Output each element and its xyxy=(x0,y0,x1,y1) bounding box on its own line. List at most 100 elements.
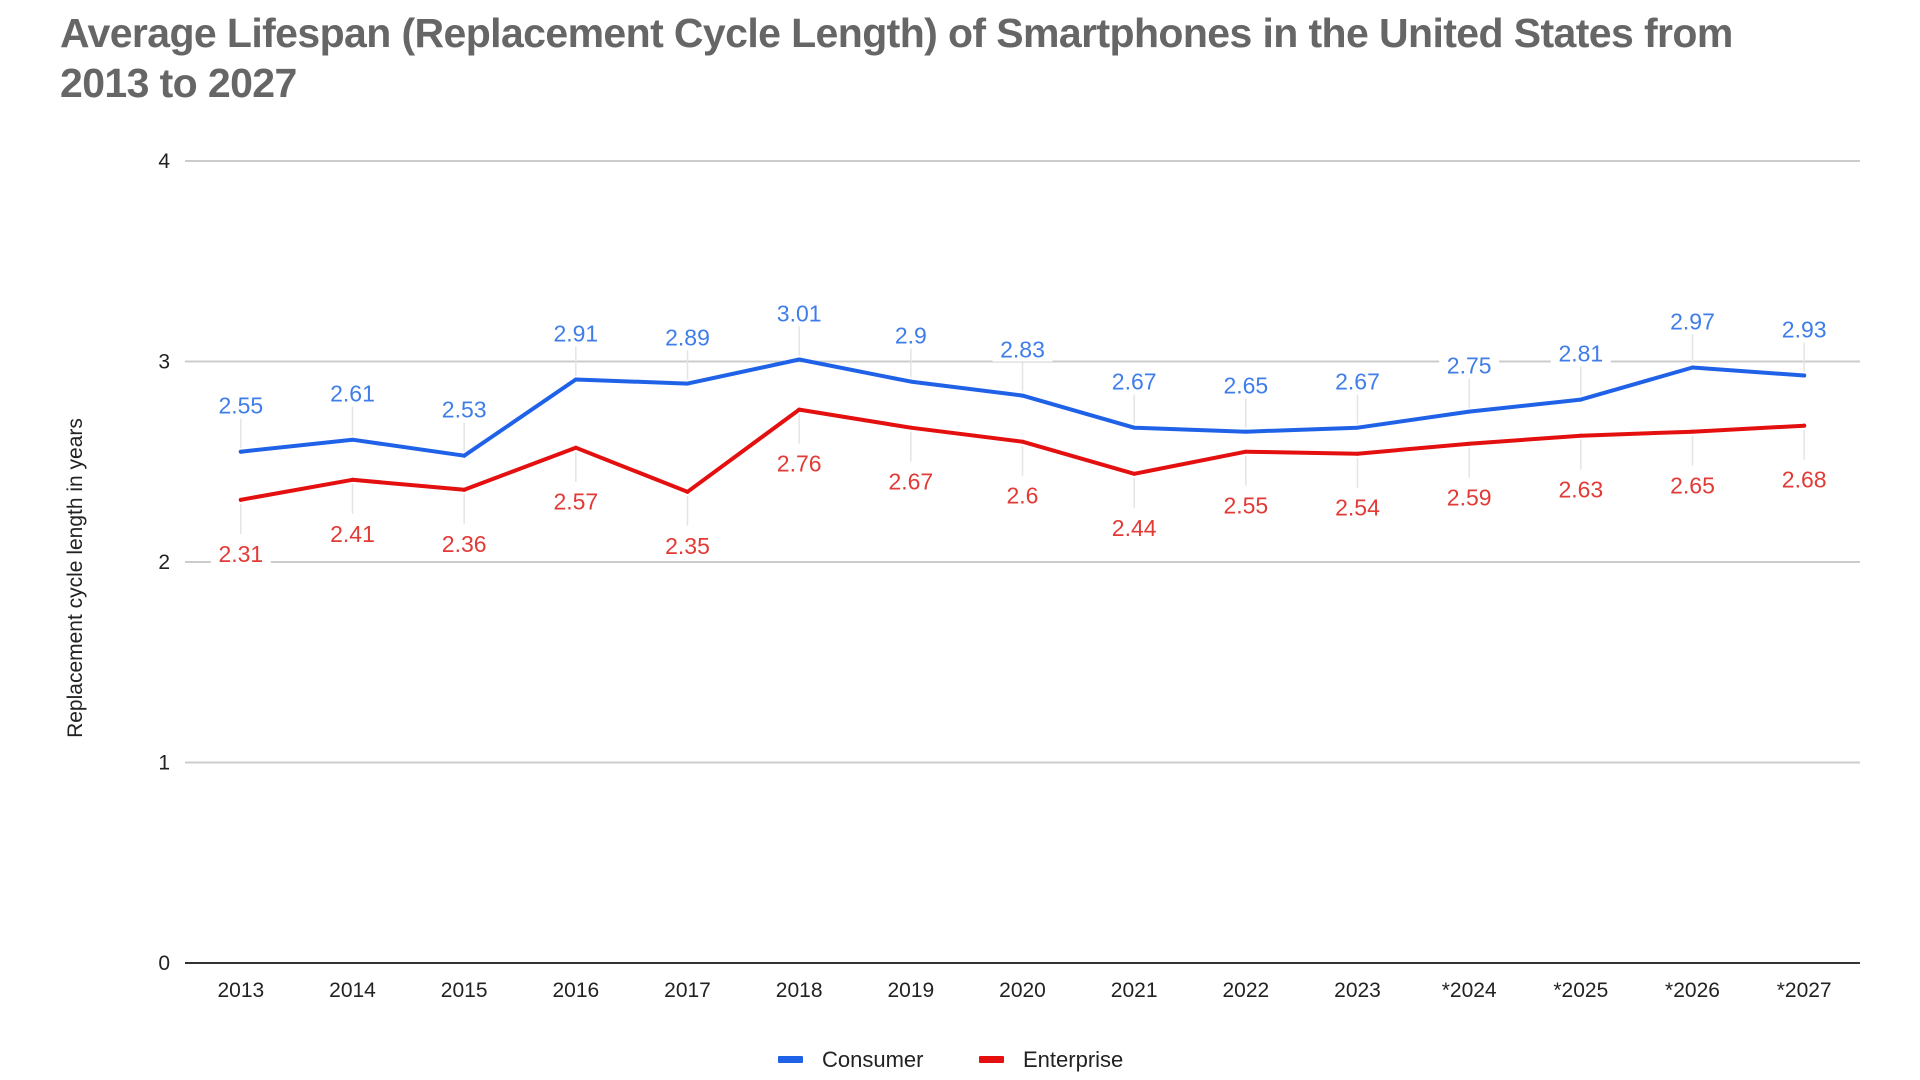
enterprise-data-label: 2.35 xyxy=(665,533,710,559)
x-tick-label: 2020 xyxy=(999,979,1046,1002)
consumer-data-point xyxy=(462,453,467,458)
enterprise-label-bg xyxy=(545,489,606,514)
consumer-data-label: 2.91 xyxy=(553,321,598,347)
enterprise-label-bg xyxy=(769,451,830,476)
enterprise-data-label: 2.41 xyxy=(330,521,375,547)
consumer-data-label: 2.53 xyxy=(442,397,487,423)
y-axis-ticks: 0 1 2 3 4 xyxy=(158,150,170,975)
x-tick-label: *2024 xyxy=(1442,979,1497,1002)
consumer-label-bg xyxy=(657,325,718,350)
consumer-label-bg xyxy=(1215,373,1276,398)
enterprise-data-label: 2.67 xyxy=(888,469,933,495)
enterprise-data-label: 2.76 xyxy=(777,451,822,477)
consumer-data-label: 2.55 xyxy=(218,393,263,419)
enterprise-data-label: 2.63 xyxy=(1558,477,1603,503)
x-tick-label: 2017 xyxy=(664,979,711,1002)
consumer-data-point xyxy=(1802,373,1807,378)
enterprise-data-point xyxy=(350,477,355,482)
x-tick-label: 2022 xyxy=(1222,979,1269,1002)
enterprise-data-point xyxy=(1020,439,1025,444)
consumer-data-point xyxy=(908,379,913,384)
x-tick-label: *2025 xyxy=(1553,979,1608,1002)
consumer-data-point xyxy=(350,437,355,442)
enterprise-label-bg xyxy=(322,521,383,546)
enterprise-data-point xyxy=(1355,451,1360,456)
enterprise-label-bg xyxy=(434,531,495,556)
enterprise-label-bg xyxy=(992,483,1053,508)
chart-title: Average Lifespan (Replacement Cycle Leng… xyxy=(60,8,1860,108)
consumer-data-point xyxy=(1243,429,1248,434)
enterprise-data-point xyxy=(908,425,913,430)
enterprise-label-bg xyxy=(657,533,718,558)
consumer-data-label: 2.9 xyxy=(895,323,927,349)
x-tick-label: 2013 xyxy=(217,979,264,1002)
enterprise-data-point xyxy=(1467,441,1472,446)
x-tick-label: 2014 xyxy=(329,979,376,1002)
enterprise-label-bg xyxy=(880,469,941,494)
consumer-data-label: 2.97 xyxy=(1670,309,1715,335)
enterprise-label-bg xyxy=(1104,515,1165,540)
consumer-data-label: 2.61 xyxy=(330,381,375,407)
consumer-data-label: 3.01 xyxy=(777,300,822,326)
y-tick-label: 1 xyxy=(158,752,170,775)
enterprise-label-bg xyxy=(210,541,271,566)
data-label-leaders xyxy=(240,326,1805,534)
consumer-data-point xyxy=(1690,365,1695,370)
enterprise-data-label: 2.68 xyxy=(1782,467,1827,493)
consumer-data-point xyxy=(1578,397,1583,402)
consumer-label-bg xyxy=(545,321,606,346)
enterprise-legend-swatch xyxy=(979,1056,1004,1063)
enterprise-legend-label: Enterprise xyxy=(1023,1047,1123,1072)
consumer-data-point xyxy=(1355,425,1360,430)
enterprise-label-bg xyxy=(1550,477,1611,502)
consumer-data-point xyxy=(1467,409,1472,414)
enterprise-data-label: 2.59 xyxy=(1447,485,1492,511)
consumer-data-label: 2.67 xyxy=(1335,369,1380,395)
x-tick-label: *2027 xyxy=(1777,979,1832,1002)
enterprise-data-point xyxy=(462,487,467,492)
enterprise-data-label: 2.36 xyxy=(442,531,487,557)
consumer-data-point xyxy=(1132,425,1137,430)
consumer-data-label: 2.67 xyxy=(1112,369,1157,395)
y-tick-label: 2 xyxy=(158,551,170,574)
consumer-data-label: 2.89 xyxy=(665,325,710,351)
consumer-legend-label: Consumer xyxy=(822,1047,923,1072)
series-lines xyxy=(238,357,1807,502)
legend: Consumer Enterprise xyxy=(778,1047,1123,1072)
consumer-data-point xyxy=(573,377,578,382)
consumer-label-bg xyxy=(1104,369,1165,394)
chart-title-line-2: 2013 to 2027 xyxy=(60,60,297,106)
enterprise-data-point xyxy=(573,445,578,450)
enterprise-data-point xyxy=(1132,471,1137,476)
enterprise-data-point xyxy=(1802,423,1807,428)
enterprise-data-point xyxy=(1690,429,1695,434)
consumer-label-bg xyxy=(1774,317,1835,342)
consumer-label-bg xyxy=(1662,309,1723,334)
enterprise-data-label: 2.65 xyxy=(1670,473,1715,499)
enterprise-data-label: 2.6 xyxy=(1007,483,1039,509)
consumer-data-label: 2.81 xyxy=(1558,341,1603,367)
enterprise-data-point xyxy=(685,489,690,494)
enterprise-data-point xyxy=(797,407,802,412)
enterprise-label-bg xyxy=(1439,485,1500,510)
enterprise-data-point xyxy=(1578,433,1583,438)
x-axis-ticks: 2013 2014 2015 2016 2017 2018 2019 2020 2021 2022… xyxy=(217,979,1831,1002)
consumer-label-bg xyxy=(434,397,495,422)
enterprise-data-label: 2.55 xyxy=(1223,493,1268,519)
y-axis-label: Replacement cycle length in years xyxy=(64,418,87,738)
consumer-data-point xyxy=(1020,393,1025,398)
y-tick-label: 4 xyxy=(158,150,170,173)
enterprise-label-bg xyxy=(1215,493,1276,518)
enterprise-data-point xyxy=(238,497,243,502)
consumer-label-bg xyxy=(992,337,1053,362)
enterprise-data-label: 2.31 xyxy=(218,541,263,567)
x-tick-label: 2021 xyxy=(1111,979,1158,1002)
consumer-legend-swatch xyxy=(778,1056,803,1063)
x-tick-label: 2023 xyxy=(1334,979,1381,1002)
consumer-data-label: 2.75 xyxy=(1447,353,1492,379)
consumer-data-point xyxy=(797,357,802,362)
consumer-data-label: 2.83 xyxy=(1000,337,1045,363)
consumer-data-point xyxy=(238,449,243,454)
enterprise-label-bg xyxy=(1327,495,1388,520)
